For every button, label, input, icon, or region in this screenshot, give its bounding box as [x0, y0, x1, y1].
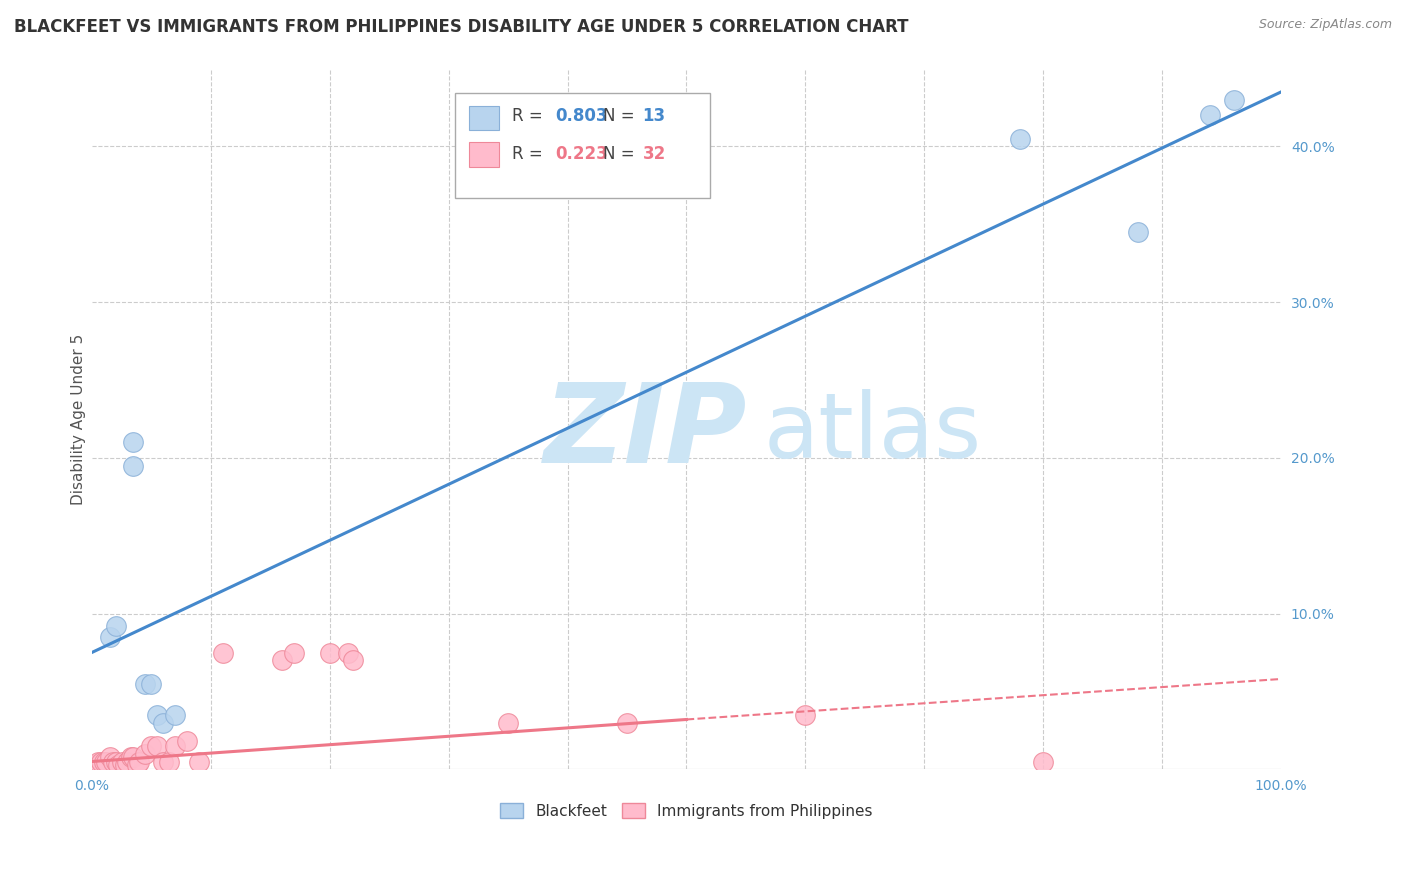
Point	[616, 715, 638, 730]
Point	[122, 749, 145, 764]
Point	[176, 734, 198, 748]
Text: atlas: atlas	[763, 389, 981, 477]
Point	[87, 755, 110, 769]
Point	[93, 755, 115, 769]
Point	[122, 435, 145, 450]
Point	[134, 747, 156, 761]
Point	[187, 755, 209, 769]
Point	[146, 707, 169, 722]
Text: Source: ZipAtlas.com: Source: ZipAtlas.com	[1258, 18, 1392, 31]
Point	[128, 755, 150, 769]
Point	[496, 715, 519, 730]
Point	[98, 630, 121, 644]
Text: R =: R =	[512, 107, 548, 125]
Point	[271, 653, 294, 667]
Point	[90, 755, 112, 769]
Text: 13: 13	[643, 107, 665, 125]
Point	[283, 646, 305, 660]
Point	[318, 646, 340, 660]
FancyBboxPatch shape	[468, 142, 499, 167]
Point	[165, 739, 187, 753]
Text: 0.223: 0.223	[555, 145, 609, 163]
Point	[1128, 225, 1150, 239]
Point	[152, 755, 174, 769]
Text: N =: N =	[603, 107, 640, 125]
Text: 32: 32	[643, 145, 665, 163]
Point	[165, 707, 187, 722]
Legend: Blackfeet, Immigrants from Philippines: Blackfeet, Immigrants from Philippines	[494, 797, 879, 825]
Point	[1032, 755, 1054, 769]
Point	[1198, 108, 1220, 122]
Point	[211, 646, 233, 660]
Point	[141, 739, 163, 753]
Point	[141, 676, 163, 690]
Point	[110, 755, 132, 769]
Point	[794, 707, 817, 722]
FancyBboxPatch shape	[468, 105, 499, 130]
Text: 0.803: 0.803	[555, 107, 609, 125]
Point	[120, 749, 142, 764]
Point	[1222, 93, 1244, 107]
Point	[342, 653, 364, 667]
Point	[84, 757, 107, 772]
Point	[94, 755, 117, 769]
Point	[114, 757, 136, 772]
Point	[1008, 131, 1031, 145]
Text: R =: R =	[512, 145, 548, 163]
Y-axis label: Disability Age Under 5: Disability Age Under 5	[72, 334, 86, 505]
Point	[134, 676, 156, 690]
Point	[107, 757, 129, 772]
Point	[98, 749, 121, 764]
FancyBboxPatch shape	[454, 93, 710, 198]
Point	[157, 755, 180, 769]
Text: N =: N =	[603, 145, 640, 163]
Point	[125, 757, 148, 772]
Point	[122, 458, 145, 473]
Point	[146, 739, 169, 753]
Point	[103, 755, 125, 769]
Point	[104, 755, 127, 769]
Point	[117, 755, 139, 769]
Point	[152, 715, 174, 730]
Text: ZIP: ZIP	[544, 379, 747, 486]
Text: BLACKFEET VS IMMIGRANTS FROM PHILIPPINES DISABILITY AGE UNDER 5 CORRELATION CHAR: BLACKFEET VS IMMIGRANTS FROM PHILIPPINES…	[14, 18, 908, 36]
Point	[336, 646, 359, 660]
Point	[104, 619, 127, 633]
